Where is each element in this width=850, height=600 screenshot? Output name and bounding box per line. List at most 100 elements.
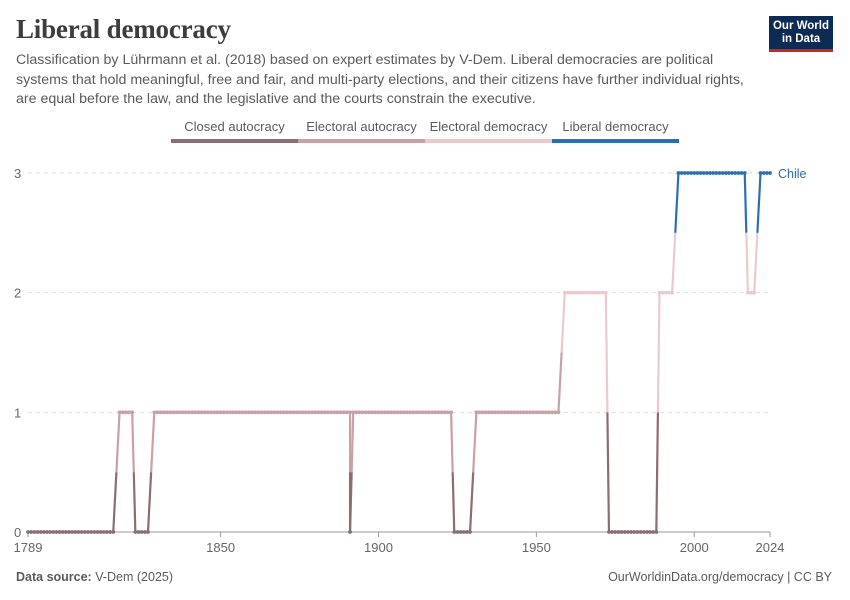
data-point — [136, 530, 141, 534]
data-point — [654, 530, 659, 534]
connector-line — [656, 292, 661, 413]
legend-closed-autocracy[interactable]: Closed autocracy — [171, 119, 298, 143]
data-point — [32, 530, 37, 534]
data-point — [543, 410, 548, 415]
data-point — [379, 410, 384, 415]
data-point — [600, 290, 605, 295]
data-point — [588, 290, 592, 295]
x-tick-label-1950: 1950 — [522, 540, 551, 555]
data-point — [717, 171, 722, 175]
data-point — [360, 410, 365, 415]
data-point — [389, 410, 394, 415]
url-license[interactable]: OurWorldinData.org/democracy | CC BY — [608, 570, 832, 584]
y-tick-label-0: 0 — [14, 525, 21, 540]
data-point — [651, 530, 656, 534]
data-point — [345, 410, 349, 415]
data-point — [269, 410, 274, 415]
data-point — [79, 530, 84, 534]
data-point — [133, 530, 138, 534]
connector-line — [468, 472, 475, 533]
data-point — [449, 410, 453, 415]
data-point — [67, 530, 71, 534]
data-point — [120, 410, 125, 415]
data-point — [714, 171, 719, 175]
data-point — [749, 290, 753, 295]
data-point — [591, 290, 596, 295]
data-point — [313, 410, 318, 415]
data-point — [622, 530, 627, 534]
data-point — [667, 290, 671, 295]
data-point — [266, 410, 270, 415]
data-point — [499, 410, 504, 415]
data-point — [711, 171, 716, 175]
data-point — [142, 530, 147, 534]
data-point — [187, 410, 191, 415]
data-point — [221, 410, 226, 415]
data-point — [41, 530, 46, 534]
data-point — [193, 410, 198, 415]
legend-liberal-democracy[interactable]: Liberal democracy — [552, 119, 679, 143]
data-point — [676, 171, 681, 175]
data-point — [190, 410, 195, 415]
data-point — [496, 410, 501, 415]
data-point — [139, 530, 144, 534]
data-point — [386, 410, 390, 415]
data-point — [303, 410, 308, 415]
connector-line — [131, 412, 135, 473]
data-point — [695, 171, 700, 175]
data-point — [57, 530, 62, 534]
data-point — [547, 410, 551, 415]
data-point — [629, 530, 633, 534]
data-point — [531, 410, 536, 415]
data-point — [468, 530, 472, 534]
data-point — [89, 530, 94, 534]
data-point — [363, 410, 368, 415]
data-point — [730, 171, 735, 175]
data-point — [455, 530, 460, 534]
data-point — [689, 171, 693, 175]
data-point — [171, 410, 176, 415]
data-point — [458, 530, 463, 534]
data-point — [234, 410, 239, 415]
connector-line — [604, 292, 609, 413]
data-point — [768, 171, 772, 175]
data-point — [534, 410, 539, 415]
data-point — [632, 530, 637, 534]
connector-line — [449, 412, 454, 473]
data-point — [575, 290, 580, 295]
connector-line — [743, 172, 748, 233]
legend-electoral-democracy[interactable]: Electoral democracy — [425, 119, 552, 143]
data-point — [237, 410, 242, 415]
legend-electoral-autocracy[interactable]: Electoral autocracy — [298, 119, 425, 143]
data-point — [108, 530, 112, 534]
data-point — [512, 410, 517, 415]
data-point — [26, 530, 30, 534]
data-point — [183, 410, 188, 415]
data-point — [278, 410, 283, 415]
data-point — [742, 171, 747, 175]
data-source: Data source: V-Dem (2025) — [16, 570, 173, 584]
connector-line — [606, 412, 611, 533]
data-source-value[interactable]: V-Dem (2025) — [95, 570, 174, 584]
data-point — [316, 410, 321, 415]
data-point — [433, 410, 438, 415]
data-point — [607, 530, 611, 534]
data-point — [442, 410, 447, 415]
data-point — [180, 410, 185, 415]
data-point — [101, 530, 106, 534]
data-point — [92, 530, 97, 534]
connector-line — [150, 412, 156, 473]
owid-logo[interactable]: Our World in Data — [769, 16, 833, 52]
data-point — [202, 410, 207, 415]
y-tick-label-3: 3 — [14, 166, 21, 181]
data-point — [506, 410, 510, 415]
data-point — [54, 530, 59, 534]
data-point — [259, 410, 264, 415]
data-point — [82, 530, 87, 534]
data-point — [594, 290, 599, 295]
connector-line — [671, 232, 677, 293]
data-point — [736, 171, 741, 175]
data-point — [436, 410, 441, 415]
data-point — [152, 410, 157, 415]
y-tick-label-2: 2 — [14, 286, 21, 301]
